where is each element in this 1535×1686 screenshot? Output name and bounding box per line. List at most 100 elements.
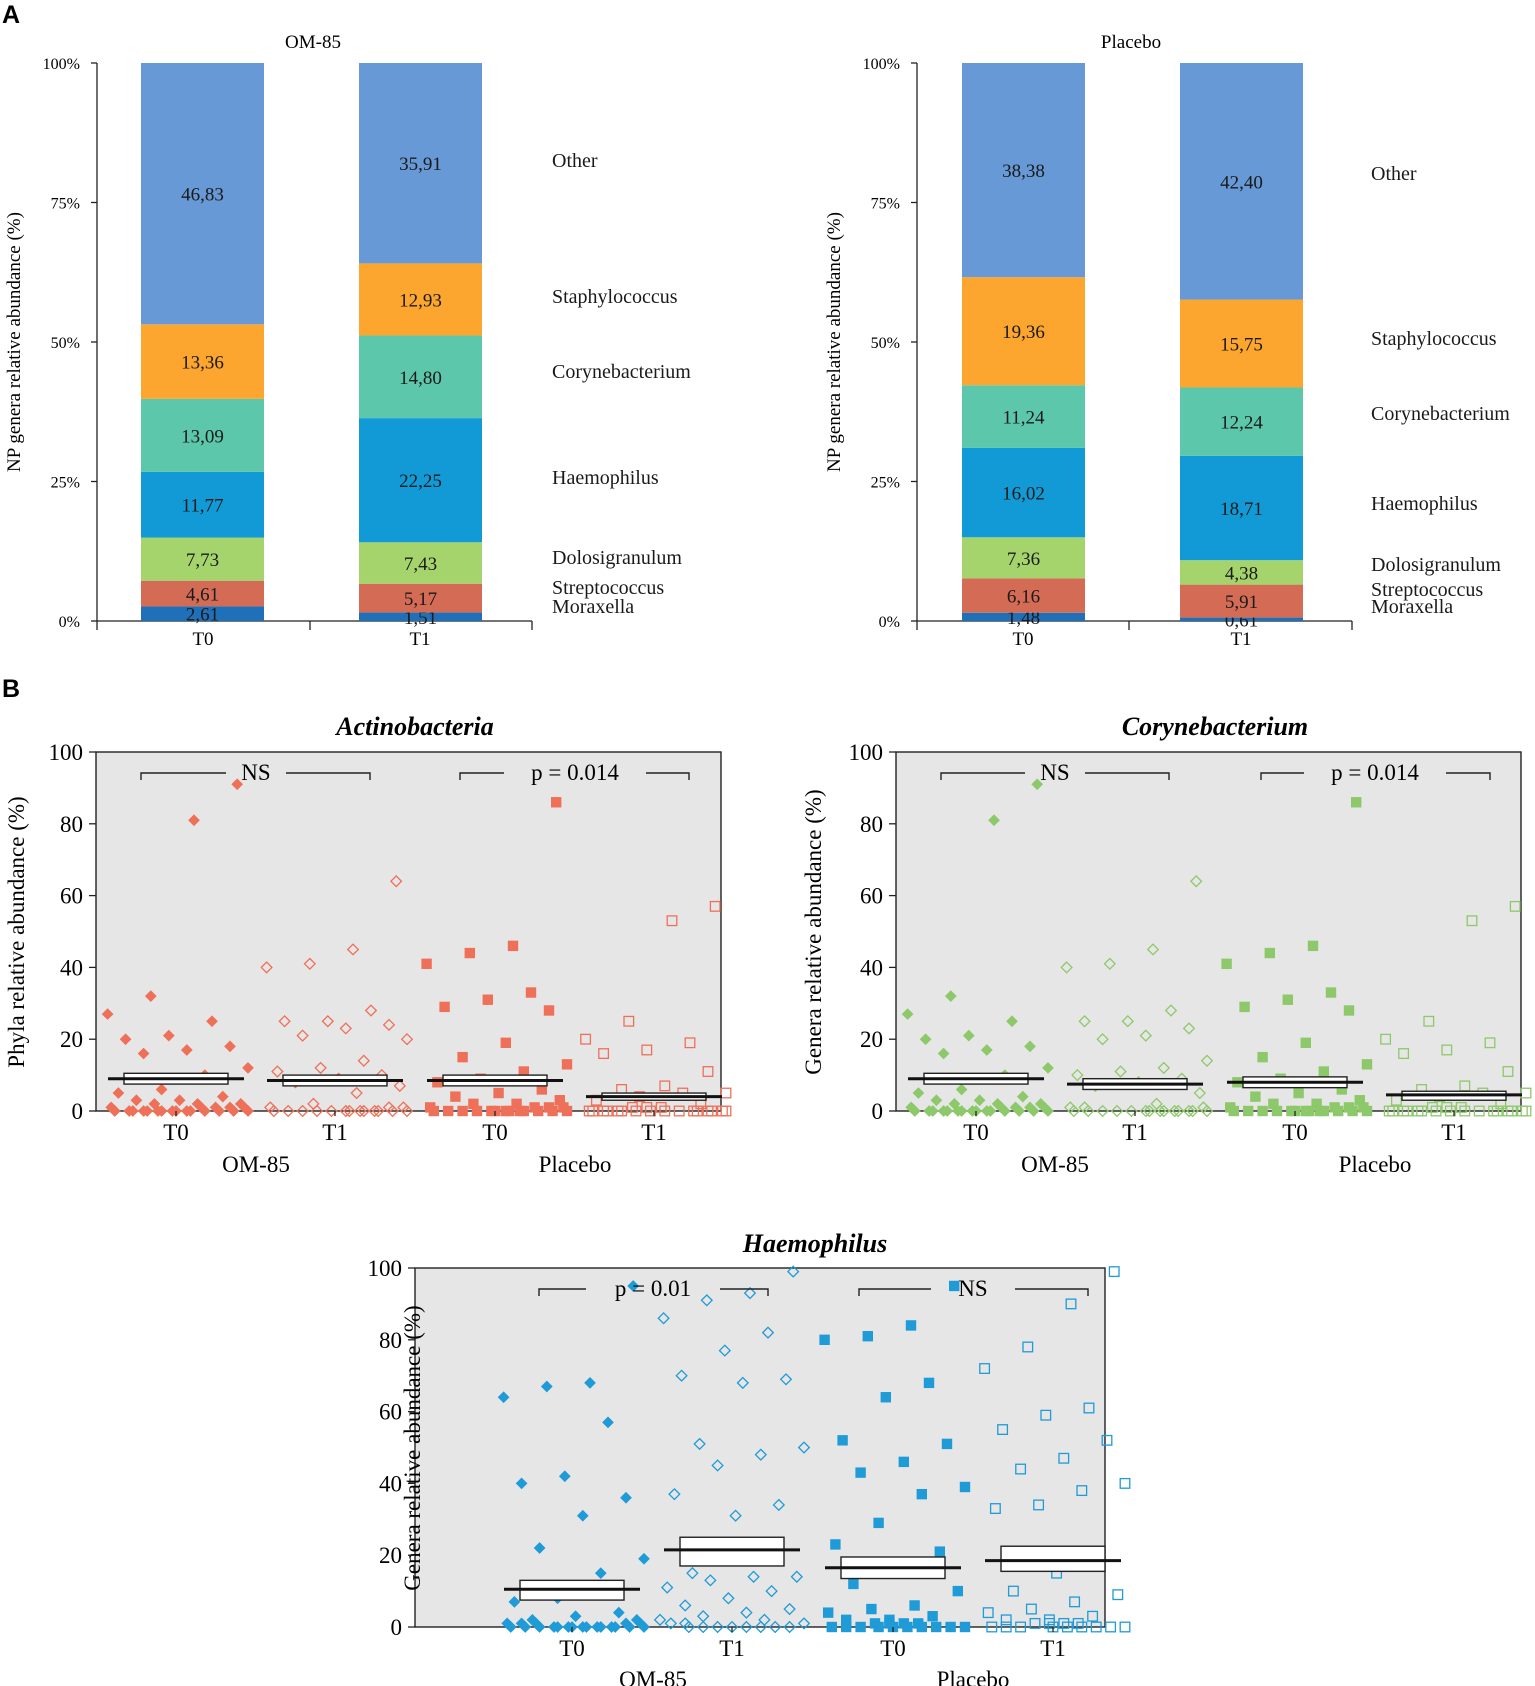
- bar-segment-other: [141, 606, 264, 621]
- y-tick-label: 40: [379, 1471, 402, 1496]
- data-point: [267, 1104, 281, 1118]
- data-point: [504, 1621, 517, 1633]
- data-point: [988, 814, 1000, 827]
- bar-segment-corynebacterium: [141, 537, 264, 581]
- data-point: [638, 1552, 650, 1565]
- data-point: [569, 1610, 582, 1623]
- data-point: [1200, 1054, 1214, 1067]
- data-point: [1139, 1029, 1153, 1042]
- data-label: 35,91: [399, 154, 442, 175]
- data-point: [450, 1091, 461, 1102]
- data-point: [1351, 797, 1362, 808]
- bar-segment-corynebacterium: [1180, 560, 1303, 585]
- data-point: [862, 1331, 874, 1342]
- data-point: [747, 1570, 760, 1583]
- data-point: [584, 1377, 596, 1389]
- data-label: 19,36: [1002, 322, 1045, 343]
- y-tick-label: 100%: [43, 56, 80, 73]
- data-point: [353, 1104, 367, 1118]
- data-point: [1491, 1105, 1503, 1117]
- data-point: [1168, 1104, 1181, 1118]
- data-point: [702, 1066, 714, 1077]
- data-point: [740, 1606, 753, 1619]
- data-point: [997, 1424, 1009, 1436]
- data-point: [1182, 1104, 1196, 1118]
- data-point: [797, 1617, 811, 1630]
- legend-label-dolosigranulum: Dolosigranulum: [552, 547, 682, 569]
- data-point: [657, 1312, 670, 1325]
- data-point: [1430, 1105, 1442, 1117]
- arm-label-om-85: OM-85: [619, 1667, 687, 1686]
- bar-segment-dolosigranulum: [1180, 387, 1303, 456]
- data-point: [119, 1033, 132, 1046]
- data-point: [1029, 1617, 1041, 1629]
- comparison-bracket: [940, 772, 1025, 780]
- data-point: [1423, 1015, 1435, 1027]
- data-point: [949, 1280, 960, 1292]
- data-point: [984, 1105, 997, 1117]
- data-point: [442, 1105, 454, 1117]
- data-label: 1,48: [1007, 608, 1040, 629]
- data-point: [1426, 1101, 1438, 1113]
- data-point: [627, 1280, 640, 1292]
- data-point: [934, 1546, 946, 1557]
- data-point: [1459, 1105, 1471, 1117]
- data-point: [1076, 1621, 1088, 1633]
- data-point: [1221, 958, 1232, 970]
- data-point: [855, 1621, 866, 1633]
- data-point: [641, 1101, 653, 1113]
- data-point: [655, 1101, 667, 1113]
- data-point: [848, 1578, 859, 1590]
- y-axis-label: Phyla relative abundance (%): [4, 796, 29, 1067]
- y-axis-label: NP genera relative abundance (%): [4, 212, 25, 472]
- data-point: [314, 1061, 327, 1075]
- data-point: [909, 1600, 920, 1611]
- data-point: [1164, 1004, 1178, 1017]
- x-tick-label: T0: [163, 1120, 189, 1145]
- data-label: 11,77: [181, 496, 223, 517]
- data-point: [866, 1603, 877, 1615]
- y-tick-label: 75%: [871, 196, 900, 213]
- data-point: [504, 1105, 515, 1117]
- panel-label-b: B: [2, 675, 20, 703]
- data-point: [493, 1087, 504, 1099]
- data-point: [1060, 961, 1073, 974]
- y-axis-label: NP genera relative abundance (%): [824, 212, 845, 472]
- data-point: [1444, 1105, 1456, 1117]
- data-point: [602, 1416, 614, 1429]
- comparison-bracket: [858, 1288, 931, 1296]
- data-point: [722, 1592, 735, 1605]
- data-point: [1520, 1087, 1532, 1099]
- data-point: [720, 1087, 732, 1099]
- data-label: 5,91: [1225, 592, 1258, 613]
- data-point: [941, 1105, 954, 1117]
- data-point: [725, 1620, 739, 1634]
- data-point: [1473, 1105, 1485, 1117]
- ci-box: [1000, 1545, 1106, 1573]
- y-axis-label: Genera relative abundance (%): [801, 789, 826, 1074]
- comparison-bracket: [1446, 772, 1491, 780]
- data-point: [321, 1015, 335, 1028]
- data-point: [962, 1029, 975, 1042]
- data-point: [1293, 1087, 1304, 1099]
- arm-label-om-85: OM-85: [222, 1152, 290, 1177]
- stacked-bar-chart-om85: OM-85 NP genera relative abundance (%) 0% 2…: [4, 32, 691, 650]
- data-point: [1067, 1104, 1081, 1118]
- y-tick-label: 75%: [51, 196, 80, 213]
- data-point: [227, 1105, 240, 1117]
- data-point: [979, 1363, 991, 1374]
- y-tick-label: 20: [60, 1027, 83, 1052]
- data-point: [371, 1104, 385, 1118]
- data-point: [1193, 1086, 1207, 1100]
- x-tick-label: T0: [880, 1636, 906, 1661]
- data-point: [1271, 1105, 1283, 1117]
- plot-area: [895, 751, 1522, 1112]
- chart-title: OM-85: [285, 32, 341, 53]
- y-tick-label: 100: [368, 1256, 403, 1281]
- arm-label-placebo: Placebo: [539, 1152, 612, 1177]
- data-point: [173, 1094, 186, 1107]
- data-label: 11,24: [1002, 408, 1045, 429]
- data-point: [1013, 1105, 1026, 1117]
- data-point: [1043, 1617, 1055, 1629]
- data-point: [873, 1517, 884, 1529]
